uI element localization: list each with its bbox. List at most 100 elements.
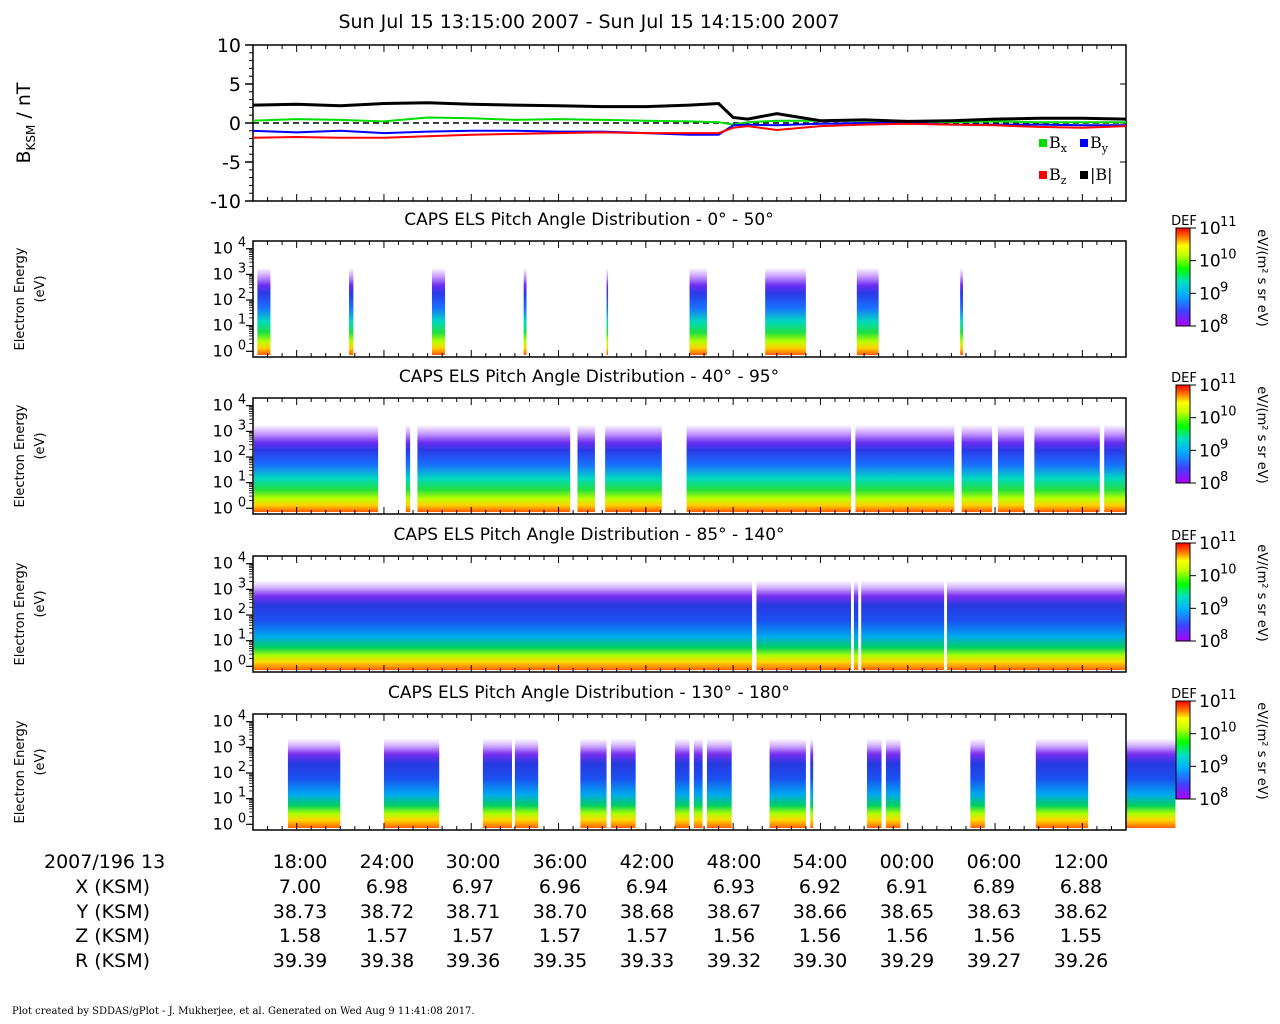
colorbar-tick-label: 10 <box>1199 725 1221 745</box>
spectrogram-data-block <box>765 243 806 355</box>
spectrogram-title: CAPS ELS Pitch Angle Distribution - 0° -… <box>404 210 773 230</box>
colorbar-title: DEF <box>1171 687 1197 702</box>
colorbar-tick-exponent: 11 <box>1220 688 1237 703</box>
mag-y-tick-label: 0 <box>229 113 241 135</box>
mag-series-abs-babs- <box>252 101 1127 123</box>
colorbar <box>1175 227 1191 327</box>
energy-y-tick-exponent: 4 <box>238 393 246 408</box>
mag-y-tick-label: -10 <box>210 191 241 213</box>
energy-y-tick-exponent: 4 <box>238 709 246 724</box>
spectrogram-data-block <box>514 716 539 828</box>
energy-y-tick-exponent: 0 <box>238 495 246 510</box>
ephemeris-value: 6.88 <box>1060 876 1102 898</box>
ephemeris-value: 38.63 <box>967 901 1021 923</box>
energy-y-tick-exponent: 1 <box>238 470 246 485</box>
ephemeris-value: 30:00 <box>446 851 501 873</box>
energy-y-tick-exponent: 0 <box>238 811 246 826</box>
spectrogram-data-gap <box>378 399 406 513</box>
colorbar-title: DEF <box>1171 214 1197 229</box>
energy-y-tick-label: 10 <box>213 396 233 415</box>
ephemeris-row-label: R (KSM) <box>75 950 150 972</box>
energy-axis-unit: (eV) <box>33 275 48 302</box>
energy-y-tick-exponent: 2 <box>238 287 246 302</box>
spectrogram-data-block <box>810 716 814 828</box>
colorbar-tick-label: 10 <box>1199 534 1221 554</box>
colorbar-tick-label: 10 <box>1199 284 1221 304</box>
spectrogram-data-gap <box>410 399 418 513</box>
ephemeris-value: 1.56 <box>886 925 928 947</box>
energy-y-tick-label: 10 <box>213 498 233 517</box>
colorbar-tick-exponent: 8 <box>1220 628 1228 643</box>
spectrogram-data-block <box>970 716 985 828</box>
spectrogram-data-gap <box>570 399 578 513</box>
ephemeris-value: 38.67 <box>707 901 761 923</box>
colorbar-units: eV/(m² s sr eV) <box>1254 386 1269 483</box>
legend-label-bz: Bz <box>1049 165 1067 187</box>
colorbar-tick-label: 10 <box>1199 219 1221 239</box>
spectrogram-data-gap <box>851 557 854 671</box>
ephemeris-value: 7.00 <box>279 876 321 898</box>
spectrogram-data-block <box>1126 716 1176 828</box>
spectrogram-data-block <box>693 716 703 828</box>
spectrogram-data-block <box>482 716 512 828</box>
colorbar-tick-exponent: 10 <box>1220 721 1237 736</box>
colorbar-tick-exponent: 8 <box>1220 313 1228 328</box>
colorbar-tick-label: 10 <box>1199 441 1221 461</box>
ephemeris-value: 6.97 <box>452 876 494 898</box>
ephemeris-value: 6.98 <box>366 876 408 898</box>
energy-y-tick-label: 10 <box>213 264 233 283</box>
legend-swatch-bt <box>1080 171 1088 179</box>
energy-y-tick-exponent: 0 <box>238 338 246 353</box>
spectrogram-data-block <box>885 716 901 828</box>
mag-series-bz <box>252 122 1127 139</box>
mag-y-ticks: 10 5 0 -5 -10 <box>210 35 1126 213</box>
ephemeris-value: 39.27 <box>967 950 1021 972</box>
spectrogram-data-block <box>689 243 707 355</box>
spectrogram-panel-2: CAPS ELS Pitch Angle Distribution - 40° … <box>13 367 1269 517</box>
energy-y-tick-exponent: 3 <box>238 261 246 276</box>
energy-y-tick-exponent: 1 <box>238 786 246 801</box>
energy-y-tick-exponent: 4 <box>238 551 246 566</box>
ephemeris-value: 48:00 <box>707 851 762 873</box>
ephemeris-value: 1.55 <box>1060 925 1102 947</box>
spectrogram-data-block <box>349 243 354 355</box>
ephemeris-value: 1.56 <box>799 925 841 947</box>
energy-y-tick-label: 10 <box>213 554 233 573</box>
colorbar-tick-label: 10 <box>1199 252 1221 272</box>
energy-y-tick-label: 10 <box>213 763 233 782</box>
colorbar-tick-exponent: 11 <box>1220 530 1237 545</box>
ephemeris-value: 1.56 <box>713 925 755 947</box>
ephemeris-value: 00:00 <box>880 851 935 873</box>
energy-y-tick-label: 10 <box>213 737 233 756</box>
spectrogram-data-block <box>674 716 690 828</box>
ephemeris-value: 6.93 <box>713 876 755 898</box>
colorbar-tick-label: 10 <box>1199 692 1221 712</box>
ephemeris-value: 6.96 <box>539 876 581 898</box>
spectrogram-data-gap <box>1024 399 1035 513</box>
ephemeris-row-label: Y (KSM) <box>76 901 150 923</box>
colorbar-tick-exponent: 11 <box>1220 215 1237 230</box>
ephemeris-value: 39.30 <box>793 950 847 972</box>
spectrogram-data-block <box>706 716 732 828</box>
spectrogram-data-block <box>1035 716 1089 828</box>
colorbar-tick-label: 10 <box>1199 599 1221 619</box>
mag-series-bx <box>252 116 1126 126</box>
colorbar-tick-label: 10 <box>1199 474 1221 494</box>
mag-y-tick-label: -5 <box>222 152 241 174</box>
energy-y-tick-exponent: 1 <box>238 313 246 328</box>
ephemeris-row-label: Z (KSM) <box>75 925 150 947</box>
legend-label-bt: |B| <box>1090 165 1113 184</box>
colorbar-tick-exponent: 8 <box>1220 470 1228 485</box>
energy-y-tick-label: 10 <box>213 789 233 808</box>
spectrogram-data-block <box>610 716 636 828</box>
energy-y-tick-label: 10 <box>213 656 233 675</box>
ephemeris-value: 38.68 <box>620 901 674 923</box>
energy-axis-unit: (eV) <box>33 432 48 459</box>
energy-y-tick-label: 10 <box>213 316 233 335</box>
spectrogram-data-block <box>257 243 271 355</box>
colorbar-tick-label: 10 <box>1199 632 1221 652</box>
spectrogram-data-gap <box>992 399 998 513</box>
ephemeris-value: 1.58 <box>279 925 321 947</box>
ephemeris-value: 39.38 <box>360 950 414 972</box>
mag-x-ticks <box>252 45 1127 201</box>
